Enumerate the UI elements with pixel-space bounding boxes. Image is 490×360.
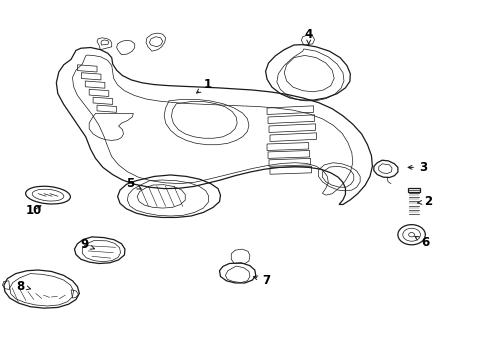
Text: 8: 8 bbox=[16, 280, 30, 293]
Text: 6: 6 bbox=[415, 237, 430, 249]
Text: 1: 1 bbox=[196, 78, 212, 93]
Text: 10: 10 bbox=[25, 204, 42, 217]
Text: 2: 2 bbox=[418, 195, 432, 208]
Text: 5: 5 bbox=[126, 177, 141, 190]
Text: 3: 3 bbox=[408, 161, 427, 174]
Text: 7: 7 bbox=[253, 274, 270, 287]
Text: 4: 4 bbox=[305, 28, 313, 44]
Text: 9: 9 bbox=[80, 238, 95, 251]
